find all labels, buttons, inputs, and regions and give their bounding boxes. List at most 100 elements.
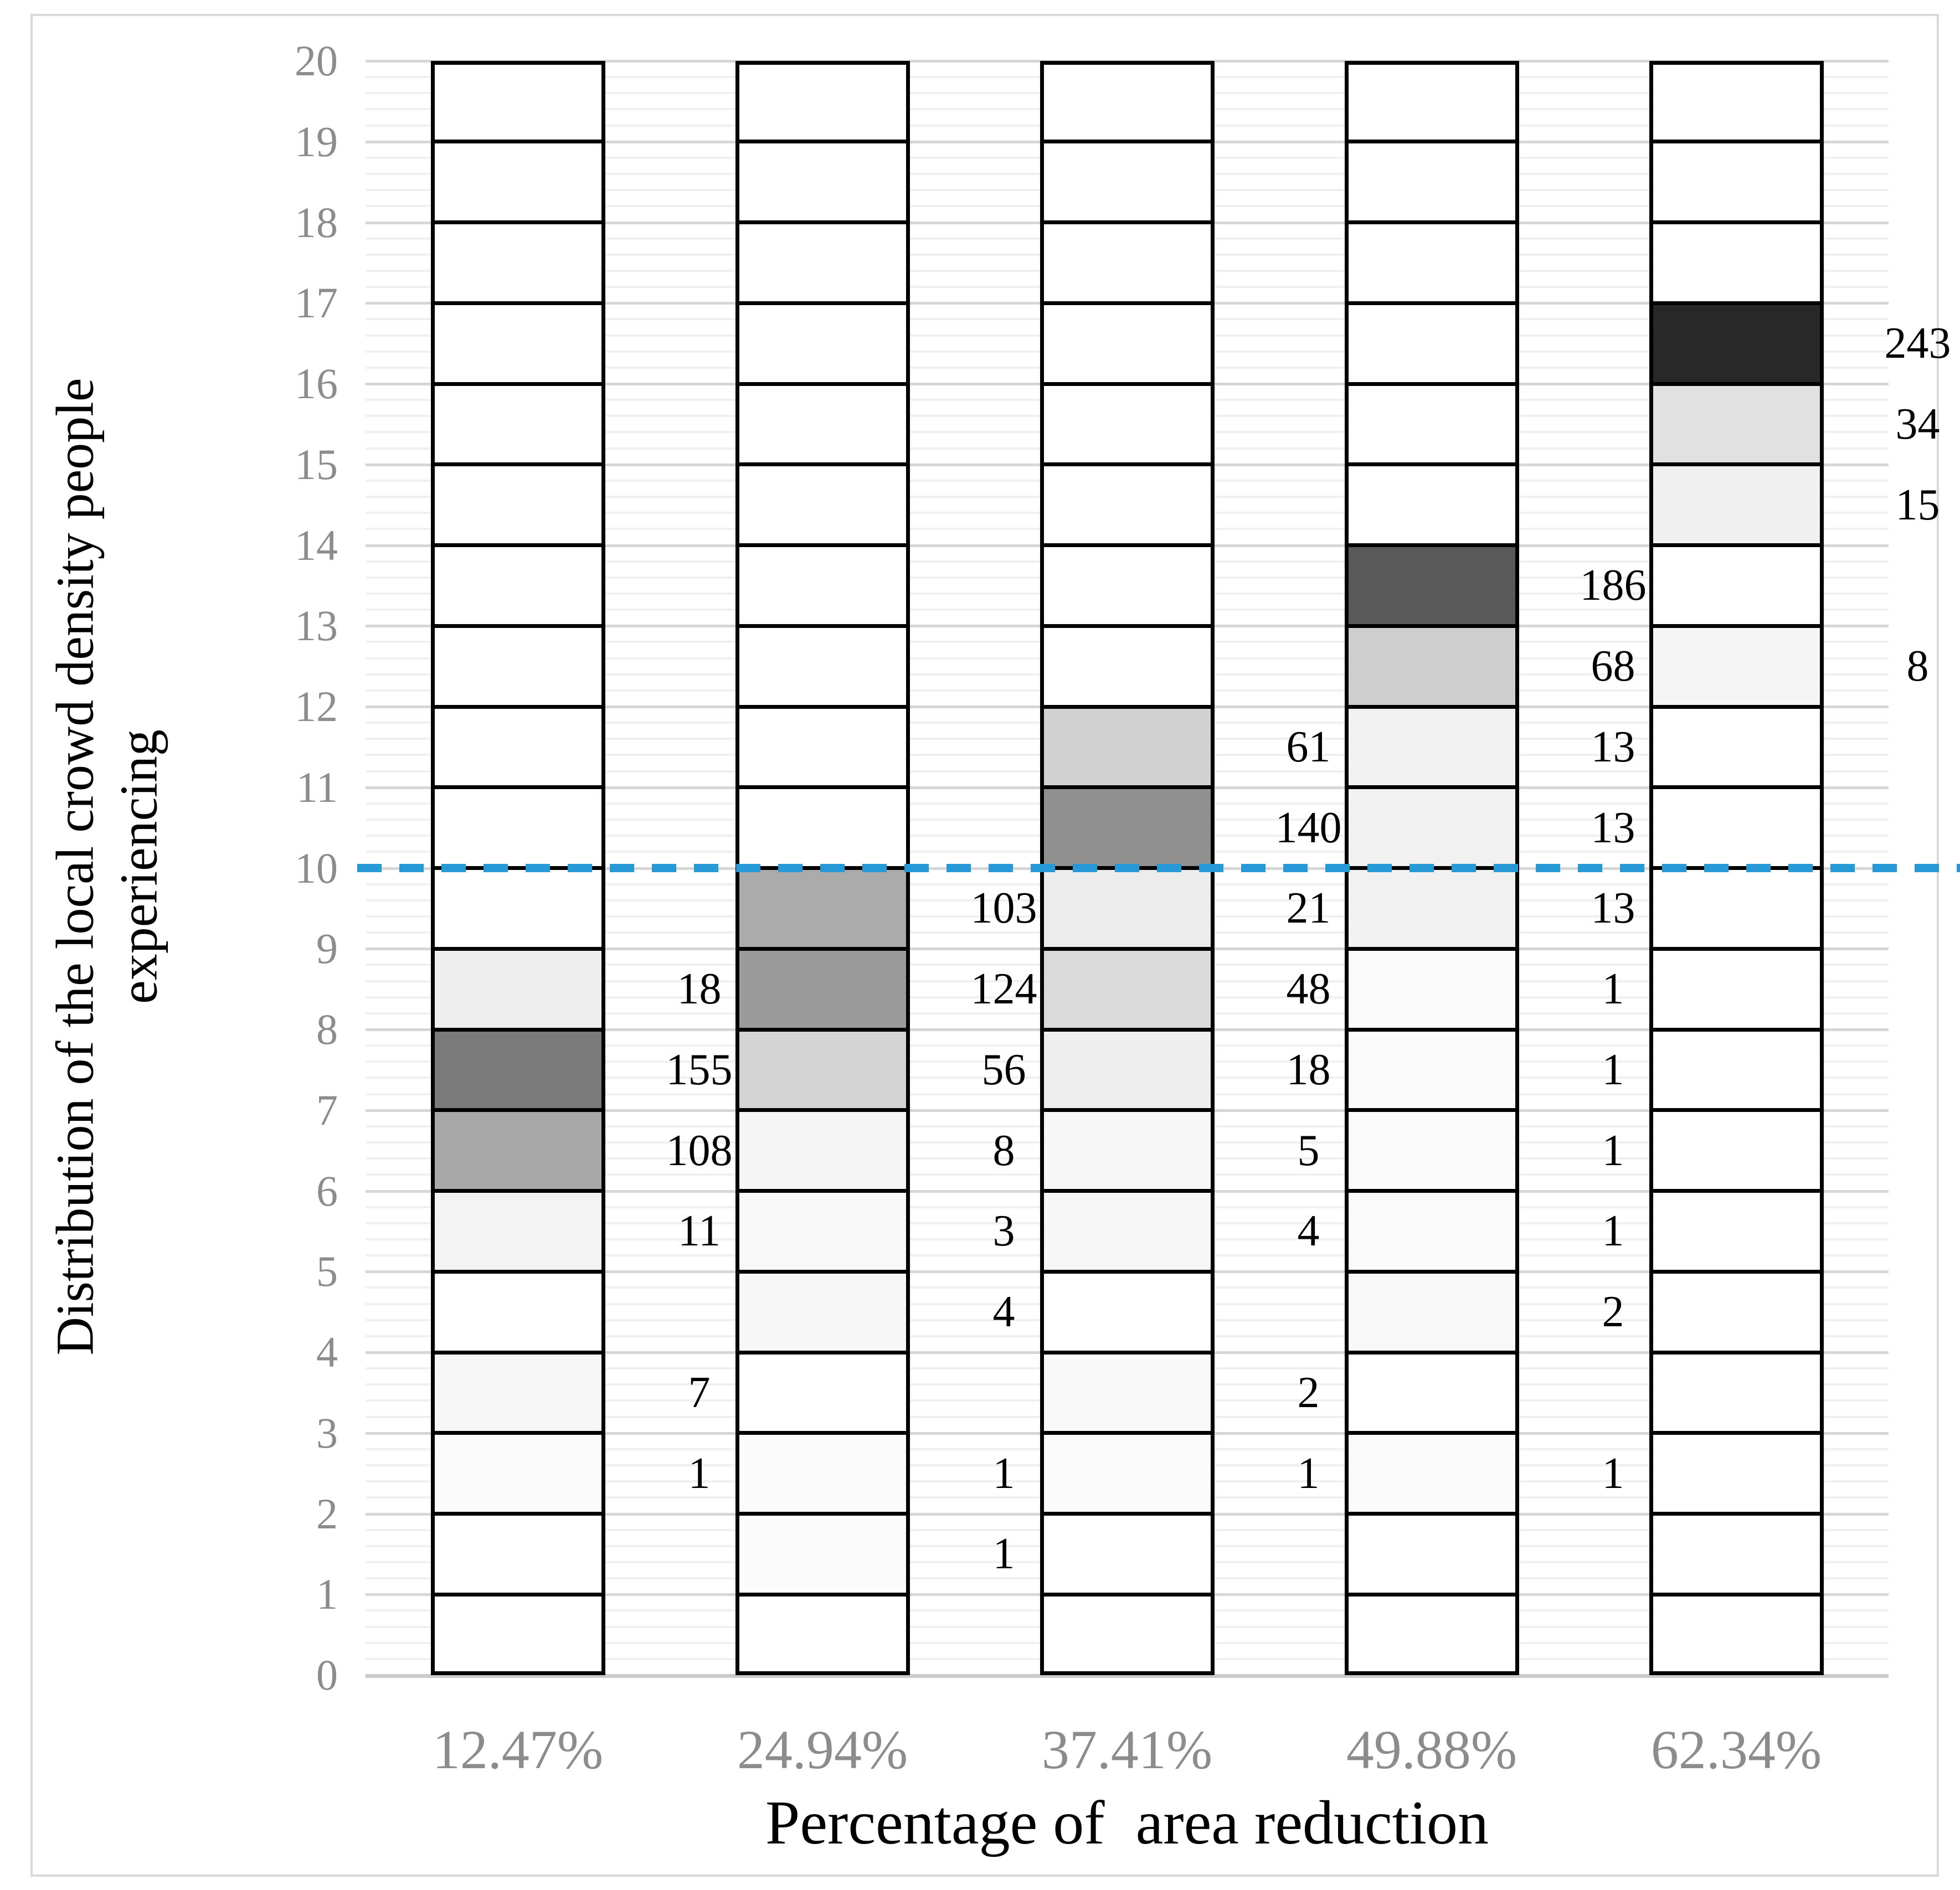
heatmap-cell: [1348, 1433, 1515, 1514]
cell-border-line: [1653, 946, 1820, 951]
cell-border-line: [739, 462, 906, 467]
y-axis-title-line2: experiencing: [109, 729, 168, 1004]
cell-border-line: [1043, 140, 1211, 144]
cell-border-line: [1348, 220, 1515, 224]
cell-border-line: [1348, 1108, 1515, 1113]
cell-border-line: [1043, 1027, 1211, 1032]
cell-value-label: 1: [1297, 1449, 1320, 1498]
y-tick-label: 9: [316, 924, 338, 973]
heatmap-cell: [1348, 1110, 1515, 1191]
cell-border-line: [1043, 543, 1211, 547]
cell-border-line: [1348, 785, 1515, 790]
y-tick-label: 5: [316, 1247, 338, 1296]
x-tick-label: 49.88%: [1346, 1719, 1517, 1780]
y-tick-label: 12: [295, 682, 338, 730]
reference-line-y10: [357, 864, 1960, 872]
cell-value-label: 1: [992, 1449, 1015, 1498]
heatmap-cell: [1043, 787, 1211, 868]
cell-value-label: 11: [677, 1207, 721, 1256]
heatmap-cell: [739, 949, 906, 1029]
heatmap-cell: [739, 1433, 906, 1514]
cell-value-label: 18: [1286, 1045, 1331, 1094]
cell-border-line: [1348, 301, 1515, 305]
cell-border-line: [1653, 1269, 1820, 1274]
cell-border-line: [739, 624, 906, 628]
chart-outer-border: [30, 14, 1939, 1877]
cell-border-line: [434, 543, 601, 547]
cell-value-label: 2: [1297, 1368, 1320, 1417]
cell-border-line: [1043, 785, 1211, 790]
cell-border-line: [1653, 1512, 1820, 1516]
x-axis-line: [366, 1674, 1889, 1678]
cell-border-line: [1043, 1431, 1211, 1435]
cell-value-label: 48: [1286, 965, 1331, 1014]
cell-border-line: [739, 704, 906, 709]
heatmap-cell: [1348, 626, 1515, 707]
heatmap-cell: [1043, 868, 1211, 949]
cell-border-line: [1653, 1189, 1820, 1193]
y-tick-label: 18: [295, 198, 338, 246]
cell-border-line: [739, 220, 906, 224]
cell-border-line: [434, 220, 601, 224]
heatmap-cell: [739, 1513, 906, 1595]
y-tick-label: 14: [295, 521, 338, 569]
cell-border-line: [1348, 382, 1515, 386]
heatmap-cell: [1043, 1191, 1211, 1272]
cell-value-label: 8: [1906, 642, 1929, 691]
cell-border-line: [739, 1269, 906, 1274]
cell-value-label: 5: [1297, 1126, 1320, 1175]
cell-border-line: [1348, 1592, 1515, 1597]
cell-border-line: [1043, 1350, 1211, 1355]
cell-border-line: [434, 1431, 601, 1435]
cell-border-line: [434, 1592, 601, 1597]
cell-border-line: [1348, 946, 1515, 951]
cell-value-label: 1: [1602, 1045, 1624, 1094]
cell-border-line: [1043, 382, 1211, 386]
y-tick-label: 4: [316, 1328, 338, 1376]
heatmap-cell: [1348, 787, 1515, 868]
cell-border-line: [434, 1350, 601, 1355]
cell-border-line: [1653, 1592, 1820, 1597]
cell-border-line: [1348, 1431, 1515, 1435]
cell-border-line: [1653, 1108, 1820, 1113]
cell-value-label: 13: [1591, 884, 1635, 933]
cell-value-label: 34: [1895, 399, 1940, 449]
cell-border-line: [1653, 785, 1820, 790]
y-tick-label: 6: [316, 1166, 338, 1215]
cell-border-line: [434, 301, 601, 305]
y-axis-title-line1: Distribution of the local crowd density …: [45, 378, 105, 1356]
cell-border-line: [1043, 1512, 1211, 1516]
cell-value-label: 7: [688, 1368, 711, 1417]
cell-border-line: [1348, 543, 1515, 547]
cell-value-label: 4: [1297, 1207, 1320, 1256]
cell-value-label: 140: [1275, 803, 1342, 852]
heatmap-cell: [739, 1110, 906, 1191]
cell-border-line: [1043, 1269, 1211, 1274]
cell-value-label: 68: [1591, 642, 1635, 691]
heatmap-cell: [1348, 1271, 1515, 1352]
y-tick-label: 0: [316, 1651, 338, 1699]
y-tick-label: 16: [295, 359, 338, 408]
cell-border-line: [434, 704, 601, 709]
cell-border-line: [1043, 1189, 1211, 1193]
cell-border-line: [1653, 543, 1820, 547]
cell-border-line: [739, 1512, 906, 1516]
cell-border-line: [1653, 220, 1820, 224]
heatmap-cell: [1043, 1433, 1211, 1514]
heatmap-cell: [1653, 626, 1820, 707]
cell-border-line: [434, 946, 601, 951]
heatmap-cell: [739, 1029, 906, 1110]
x-tick-label: 24.94%: [737, 1719, 908, 1780]
y-tick-label: 11: [296, 763, 338, 811]
cell-value-label: 155: [666, 1045, 733, 1094]
cell-border-line: [739, 301, 906, 305]
heatmap-cell: [1348, 545, 1515, 626]
heatmap-cell: [1348, 1029, 1515, 1110]
heatmap-cell: [739, 868, 906, 949]
cell-border-line: [1653, 1350, 1820, 1355]
heatmap-cell: [434, 1110, 601, 1191]
cell-value-label: 1: [1602, 1207, 1624, 1256]
cell-value-label: 8: [992, 1126, 1015, 1175]
y-tick-label: 13: [295, 601, 338, 650]
cell-border-line: [739, 1350, 906, 1355]
